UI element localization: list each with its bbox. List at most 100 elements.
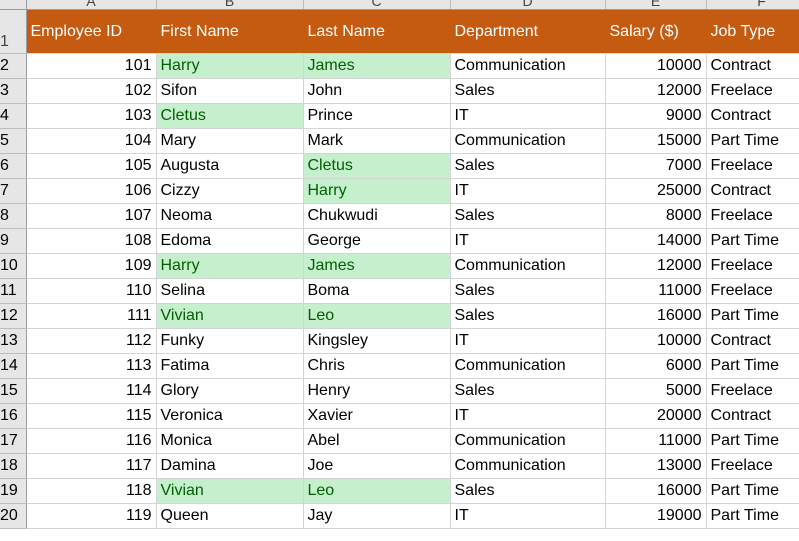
cell-employee-id[interactable]: 111 xyxy=(26,303,157,329)
row-header[interactable]: 5 xyxy=(0,128,27,154)
cell-first-name[interactable]: Mary xyxy=(156,128,304,154)
cell-salary[interactable]: 19000 xyxy=(605,503,707,529)
cell-salary[interactable]: 11000 xyxy=(605,278,707,304)
cell-salary[interactable]: 10000 xyxy=(605,328,707,354)
cell-salary[interactable]: 14000 xyxy=(605,228,707,254)
cell-department[interactable]: IT xyxy=(450,228,606,254)
select-all-corner[interactable] xyxy=(0,0,27,10)
cell-salary[interactable]: 12000 xyxy=(605,78,707,104)
cell-department[interactable]: Communication xyxy=(450,453,606,479)
cell-salary[interactable]: 15000 xyxy=(605,128,707,154)
row-header[interactable]: 15 xyxy=(0,378,27,404)
cell-department[interactable]: IT xyxy=(450,103,606,129)
row-header[interactable]: 16 xyxy=(0,403,27,429)
cell-employee-id[interactable]: 103 xyxy=(26,103,157,129)
cell-salary[interactable]: 25000 xyxy=(605,178,707,204)
row-header[interactable]: 6 xyxy=(0,153,27,179)
cell-job-type[interactable]: Contract xyxy=(706,103,799,129)
cell-department[interactable]: Sales xyxy=(450,203,606,229)
cell-last-name[interactable]: Chukwudi xyxy=(303,203,451,229)
cell-department[interactable]: IT xyxy=(450,503,606,529)
cell-first-name[interactable]: Queen xyxy=(156,503,304,529)
cell-salary[interactable]: 16000 xyxy=(605,303,707,329)
cell-employee-id[interactable]: 114 xyxy=(26,378,157,404)
cell-job-type[interactable]: Part Time xyxy=(706,228,799,254)
cell-job-type[interactable]: Part Time xyxy=(706,428,799,454)
cell-last-name[interactable]: Xavier xyxy=(303,403,451,429)
cell-first-name[interactable]: Glory xyxy=(156,378,304,404)
cell-employee-id[interactable]: 108 xyxy=(26,228,157,254)
cell-last-name[interactable]: Prince xyxy=(303,103,451,129)
header-cell-job-type[interactable]: Job Type xyxy=(706,9,799,54)
cell-department[interactable]: Communication xyxy=(450,53,606,79)
cell-salary[interactable]: 7000 xyxy=(605,153,707,179)
cell-department[interactable]: Communication xyxy=(450,353,606,379)
cell-employee-id[interactable]: 113 xyxy=(26,353,157,379)
cell-job-type[interactable]: Part Time xyxy=(706,353,799,379)
cell-job-type[interactable]: Part Time xyxy=(706,478,799,504)
row-header[interactable]: 7 xyxy=(0,178,27,204)
cell-department[interactable]: Communication xyxy=(450,253,606,279)
cell-employee-id[interactable]: 118 xyxy=(26,478,157,504)
cell-last-name[interactable]: Leo xyxy=(303,478,451,504)
column-header-f[interactable]: F xyxy=(706,0,799,10)
cell-first-name[interactable]: Augusta xyxy=(156,153,304,179)
cell-salary[interactable]: 16000 xyxy=(605,478,707,504)
cell-salary[interactable]: 13000 xyxy=(605,453,707,479)
header-cell-employee-id[interactable]: Employee ID xyxy=(26,9,157,54)
row-header[interactable]: 13 xyxy=(0,328,27,354)
row-header[interactable]: 9 xyxy=(0,228,27,254)
cell-last-name[interactable]: Joe xyxy=(303,453,451,479)
cell-job-type[interactable]: Freelace xyxy=(706,278,799,304)
cell-job-type[interactable]: Freelace xyxy=(706,78,799,104)
column-header-c[interactable]: C xyxy=(303,0,451,10)
cell-first-name[interactable]: Vivian xyxy=(156,478,304,504)
cell-first-name[interactable]: Neoma xyxy=(156,203,304,229)
cell-employee-id[interactable]: 116 xyxy=(26,428,157,454)
cell-last-name[interactable]: George xyxy=(303,228,451,254)
cell-first-name[interactable]: Cletus xyxy=(156,103,304,129)
cell-employee-id[interactable]: 102 xyxy=(26,78,157,104)
cell-job-type[interactable]: Part Time xyxy=(706,503,799,529)
cell-employee-id[interactable]: 107 xyxy=(26,203,157,229)
cell-salary[interactable]: 9000 xyxy=(605,103,707,129)
cell-job-type[interactable]: Part Time xyxy=(706,128,799,154)
column-header-e[interactable]: E xyxy=(605,0,707,10)
row-header[interactable]: 2 xyxy=(0,53,27,79)
cell-department[interactable]: IT xyxy=(450,403,606,429)
row-header[interactable]: 17 xyxy=(0,428,27,454)
row-header[interactable]: 8 xyxy=(0,203,27,229)
header-cell-department[interactable]: Department xyxy=(450,9,606,54)
cell-first-name[interactable]: Selina xyxy=(156,278,304,304)
cell-job-type[interactable]: Contract xyxy=(706,328,799,354)
cell-salary[interactable]: 12000 xyxy=(605,253,707,279)
cell-employee-id[interactable]: 112 xyxy=(26,328,157,354)
cell-job-type[interactable]: Contract xyxy=(706,403,799,429)
cell-last-name[interactable]: Chris xyxy=(303,353,451,379)
column-header-a[interactable]: A xyxy=(26,0,157,10)
cell-first-name[interactable]: Damina xyxy=(156,453,304,479)
cell-last-name[interactable]: James xyxy=(303,253,451,279)
cell-employee-id[interactable]: 117 xyxy=(26,453,157,479)
cell-first-name[interactable]: Vivian xyxy=(156,303,304,329)
cell-job-type[interactable]: Freelace xyxy=(706,453,799,479)
cell-first-name[interactable]: Edoma xyxy=(156,228,304,254)
cell-last-name[interactable]: Boma xyxy=(303,278,451,304)
column-header-b[interactable]: B xyxy=(156,0,304,10)
cell-first-name[interactable]: Cizzy xyxy=(156,178,304,204)
cell-first-name[interactable]: Harry xyxy=(156,253,304,279)
cell-department[interactable]: Sales xyxy=(450,378,606,404)
cell-first-name[interactable]: Sifon xyxy=(156,78,304,104)
row-header[interactable]: 11 xyxy=(0,278,27,304)
cell-department[interactable]: IT xyxy=(450,178,606,204)
cell-salary[interactable]: 5000 xyxy=(605,378,707,404)
cell-job-type[interactable]: Freelace xyxy=(706,253,799,279)
column-header-d[interactable]: D xyxy=(450,0,606,10)
cell-last-name[interactable]: Kingsley xyxy=(303,328,451,354)
cell-employee-id[interactable]: 104 xyxy=(26,128,157,154)
cell-first-name[interactable]: Veronica xyxy=(156,403,304,429)
cell-last-name[interactable]: Henry xyxy=(303,378,451,404)
row-header[interactable]: 19 xyxy=(0,478,27,504)
cell-last-name[interactable]: John xyxy=(303,78,451,104)
row-header[interactable]: 10 xyxy=(0,253,27,279)
